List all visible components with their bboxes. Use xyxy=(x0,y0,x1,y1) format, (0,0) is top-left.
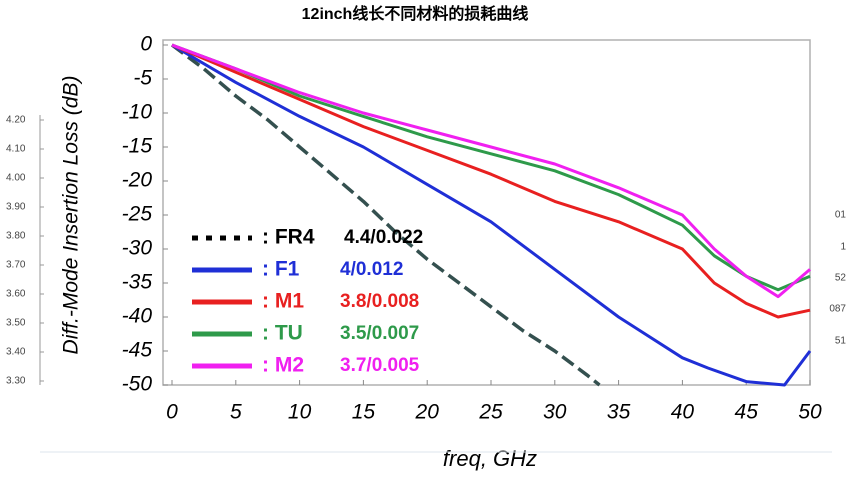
fragment-label: 3.80 xyxy=(6,231,26,242)
fragment-label: 087 xyxy=(829,304,846,315)
x-tick-label: 40 xyxy=(671,401,695,424)
legend-spec: 4/0.012 xyxy=(340,259,403,280)
x-tick-label: 45 xyxy=(735,401,759,424)
series-line xyxy=(171,43,811,299)
y-tick-label: -20 xyxy=(122,169,153,192)
x-tick-label: 25 xyxy=(478,401,503,424)
y-tick-label: -40 xyxy=(122,305,153,328)
fragment-label: 51 xyxy=(835,336,847,347)
fragment-label: 1 xyxy=(840,242,846,253)
legend-spec: 3.8/0.008 xyxy=(340,291,419,312)
y-tick-label: -5 xyxy=(133,67,152,90)
fragment-label: 3.90 xyxy=(6,202,26,213)
y-tick-label: -30 xyxy=(122,237,153,260)
series-line xyxy=(170,43,601,387)
x-tick-label: 15 xyxy=(352,401,376,424)
y-tick-label: -50 xyxy=(122,373,153,396)
y-tick-label: -35 xyxy=(122,271,153,294)
legend-label: : F1 xyxy=(262,258,300,281)
fragment-label: 3.70 xyxy=(6,260,26,271)
y-tick-label: -25 xyxy=(122,203,153,226)
legend-label: : M1 xyxy=(262,290,304,313)
x-tick-label: 30 xyxy=(543,401,567,424)
x-tick-label: 0 xyxy=(166,401,178,424)
y-tick-label: 0 xyxy=(140,33,152,56)
fragment-label: 4.00 xyxy=(6,173,26,184)
y-tick-label: -45 xyxy=(122,339,153,362)
x-tick-label: 20 xyxy=(415,401,440,424)
fragment-label: 3.30 xyxy=(6,376,26,387)
legend-spec: 4.4/0.022 xyxy=(344,227,423,248)
plot-frame xyxy=(162,39,811,386)
fragment-label: 52 xyxy=(835,273,847,284)
fragment-label: 4.20 xyxy=(6,115,26,126)
fragment-label: 4.10 xyxy=(6,144,26,155)
x-tick-label: 5 xyxy=(230,401,242,424)
legend-label: : M2 xyxy=(262,354,304,377)
fragment-label: 3.40 xyxy=(6,347,26,358)
fragment-label: 3.60 xyxy=(6,289,26,300)
series-line xyxy=(171,43,812,387)
x-tick-label: 50 xyxy=(798,401,822,424)
x-axis-label: freq, GHz xyxy=(443,446,537,471)
legend-label: : FR4 xyxy=(262,226,315,249)
series-line xyxy=(171,43,811,319)
y-tick-label: -10 xyxy=(122,101,153,124)
chart-title: 12inch线长不同材料的损耗曲线 xyxy=(302,4,529,23)
x-tick-label: 35 xyxy=(607,401,631,424)
legend-label: : TU xyxy=(262,322,303,345)
y-tick-label: -15 xyxy=(122,135,153,158)
x-tick-label: 10 xyxy=(288,401,312,424)
fragment-label: 01 xyxy=(835,210,847,221)
fragment-label: 3.50 xyxy=(6,318,26,329)
y-axis-label: Diff.-Mode Insertion Loss (dB) xyxy=(60,76,83,355)
legend-spec: 3.7/0.005 xyxy=(340,355,420,376)
legend-spec: 3.5/0.007 xyxy=(340,323,419,344)
